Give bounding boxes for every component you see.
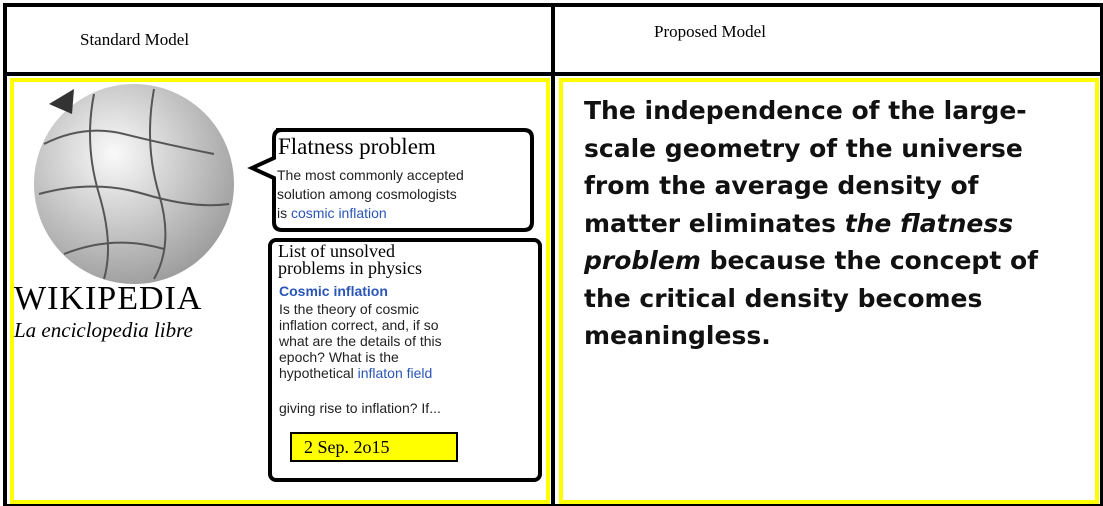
header-right: Proposed Model (654, 22, 766, 42)
unsolved-body: Is the theory of cosmic inflation correc… (279, 301, 442, 381)
page: Standard Model Proposed Model WIKIPEDIA … (0, 0, 1103, 506)
bubble-line: solution among cosmologists (277, 186, 457, 202)
unsolved-last: giving rise to inflation? If... (279, 400, 441, 416)
unsolved-link[interactable]: inflaton field (358, 365, 433, 381)
column-divider (551, 3, 555, 506)
bubble-link[interactable]: cosmic inflation (291, 205, 387, 221)
unsolved-title-line: problems in physics (278, 258, 422, 278)
proposed-segment: from the average density of (584, 171, 979, 200)
proposed-emphasis: the flatness (845, 209, 1013, 238)
unsolved-heading[interactable]: Cosmic inflation (279, 283, 388, 299)
wikipedia-wordmark: WIKIPEDIA (14, 280, 202, 318)
unsolved-line: epoch? What is the (279, 349, 399, 365)
unsolved-line: hypothetical (279, 365, 358, 381)
unsolved-line: what are the details of this (279, 333, 442, 349)
proposed-segment: meaningless. (584, 321, 771, 350)
wikipedia-tagline: La enciclopedia libre (14, 318, 193, 343)
unsolved-line: Is the theory of cosmic (279, 301, 419, 317)
proposed-segment: the critical density becomes (584, 284, 982, 313)
proposed-segment: matter eliminates (584, 209, 845, 238)
proposed-text: The independence of the large- scale geo… (584, 92, 1038, 355)
header-left: Standard Model (80, 30, 189, 50)
globe (14, 84, 254, 284)
unsolved-line: inflation correct, and, if so (279, 317, 439, 333)
bubble-line: The most commonly accepted (277, 167, 464, 183)
unsolved-title: List of unsolved problems in physics (278, 243, 422, 277)
bubble-title: Flatness problem (278, 134, 436, 160)
proposed-segment: The independence of the large- (584, 96, 1027, 125)
proposed-segment: scale geometry of the universe (584, 134, 1023, 163)
proposed-emphasis: problem (584, 246, 701, 275)
proposed-segment: because the concept of (701, 246, 1038, 275)
bubble-line: is (277, 205, 291, 221)
bubble-body: The most commonly accepted solution amon… (277, 166, 464, 223)
date-box: 2 Sep. 2o15 (290, 432, 458, 462)
